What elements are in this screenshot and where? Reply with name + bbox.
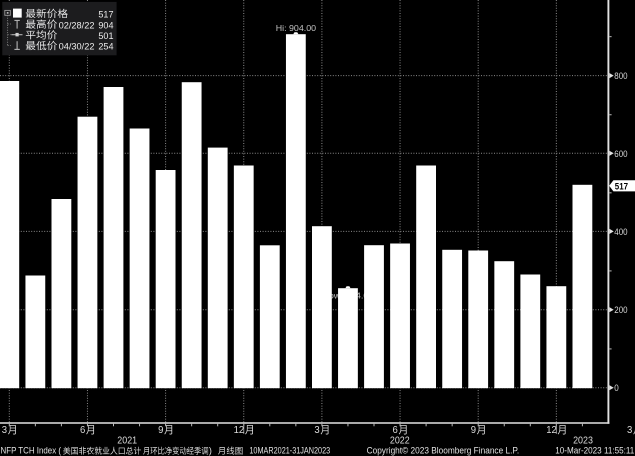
- svg-text:12: 12: [546, 425, 557, 436]
- svg-text:Hi: 904.00: Hi: 904.00: [276, 24, 317, 33]
- svg-text:): ): [209, 445, 212, 455]
- svg-text:200: 200: [614, 305, 627, 316]
- svg-text:NFP TCH Index (: NFP TCH Index (: [1, 445, 62, 455]
- svg-text:400: 400: [614, 227, 627, 238]
- svg-text:12: 12: [234, 425, 245, 436]
- svg-text:02/28/22: 02/28/22: [59, 20, 95, 30]
- svg-text:0: 0: [614, 383, 619, 394]
- svg-text:2021: 2021: [117, 435, 137, 447]
- svg-text:600: 600: [614, 149, 627, 160]
- svg-text:2022: 2022: [390, 435, 410, 447]
- svg-text:904: 904: [98, 20, 113, 31]
- svg-text:9: 9: [471, 425, 477, 436]
- svg-text:04/30/22: 04/30/22: [59, 42, 95, 52]
- svg-text:517: 517: [98, 10, 113, 21]
- svg-text:3: 3: [2, 425, 8, 436]
- svg-text:6: 6: [80, 425, 86, 436]
- svg-text:3: 3: [627, 425, 633, 436]
- svg-text:800: 800: [614, 71, 627, 82]
- svg-text:3: 3: [314, 425, 320, 436]
- svg-text:9: 9: [158, 425, 164, 436]
- svg-text:501: 501: [98, 31, 113, 42]
- svg-text:254: 254: [98, 42, 113, 53]
- svg-text:6: 6: [393, 425, 399, 436]
- svg-text:10MAR2021-31JAN2023: 10MAR2021-31JAN2023: [249, 445, 330, 455]
- svg-text:517: 517: [615, 181, 628, 192]
- svg-text:10-Mar-2023 11:55:11: 10-Mar-2023 11:55:11: [555, 445, 634, 455]
- svg-text:Copyright© 2023 Bloomberg Fina: Copyright© 2023 Bloomberg Finance L.P.: [367, 445, 520, 455]
- svg-text:2023: 2023: [573, 435, 593, 447]
